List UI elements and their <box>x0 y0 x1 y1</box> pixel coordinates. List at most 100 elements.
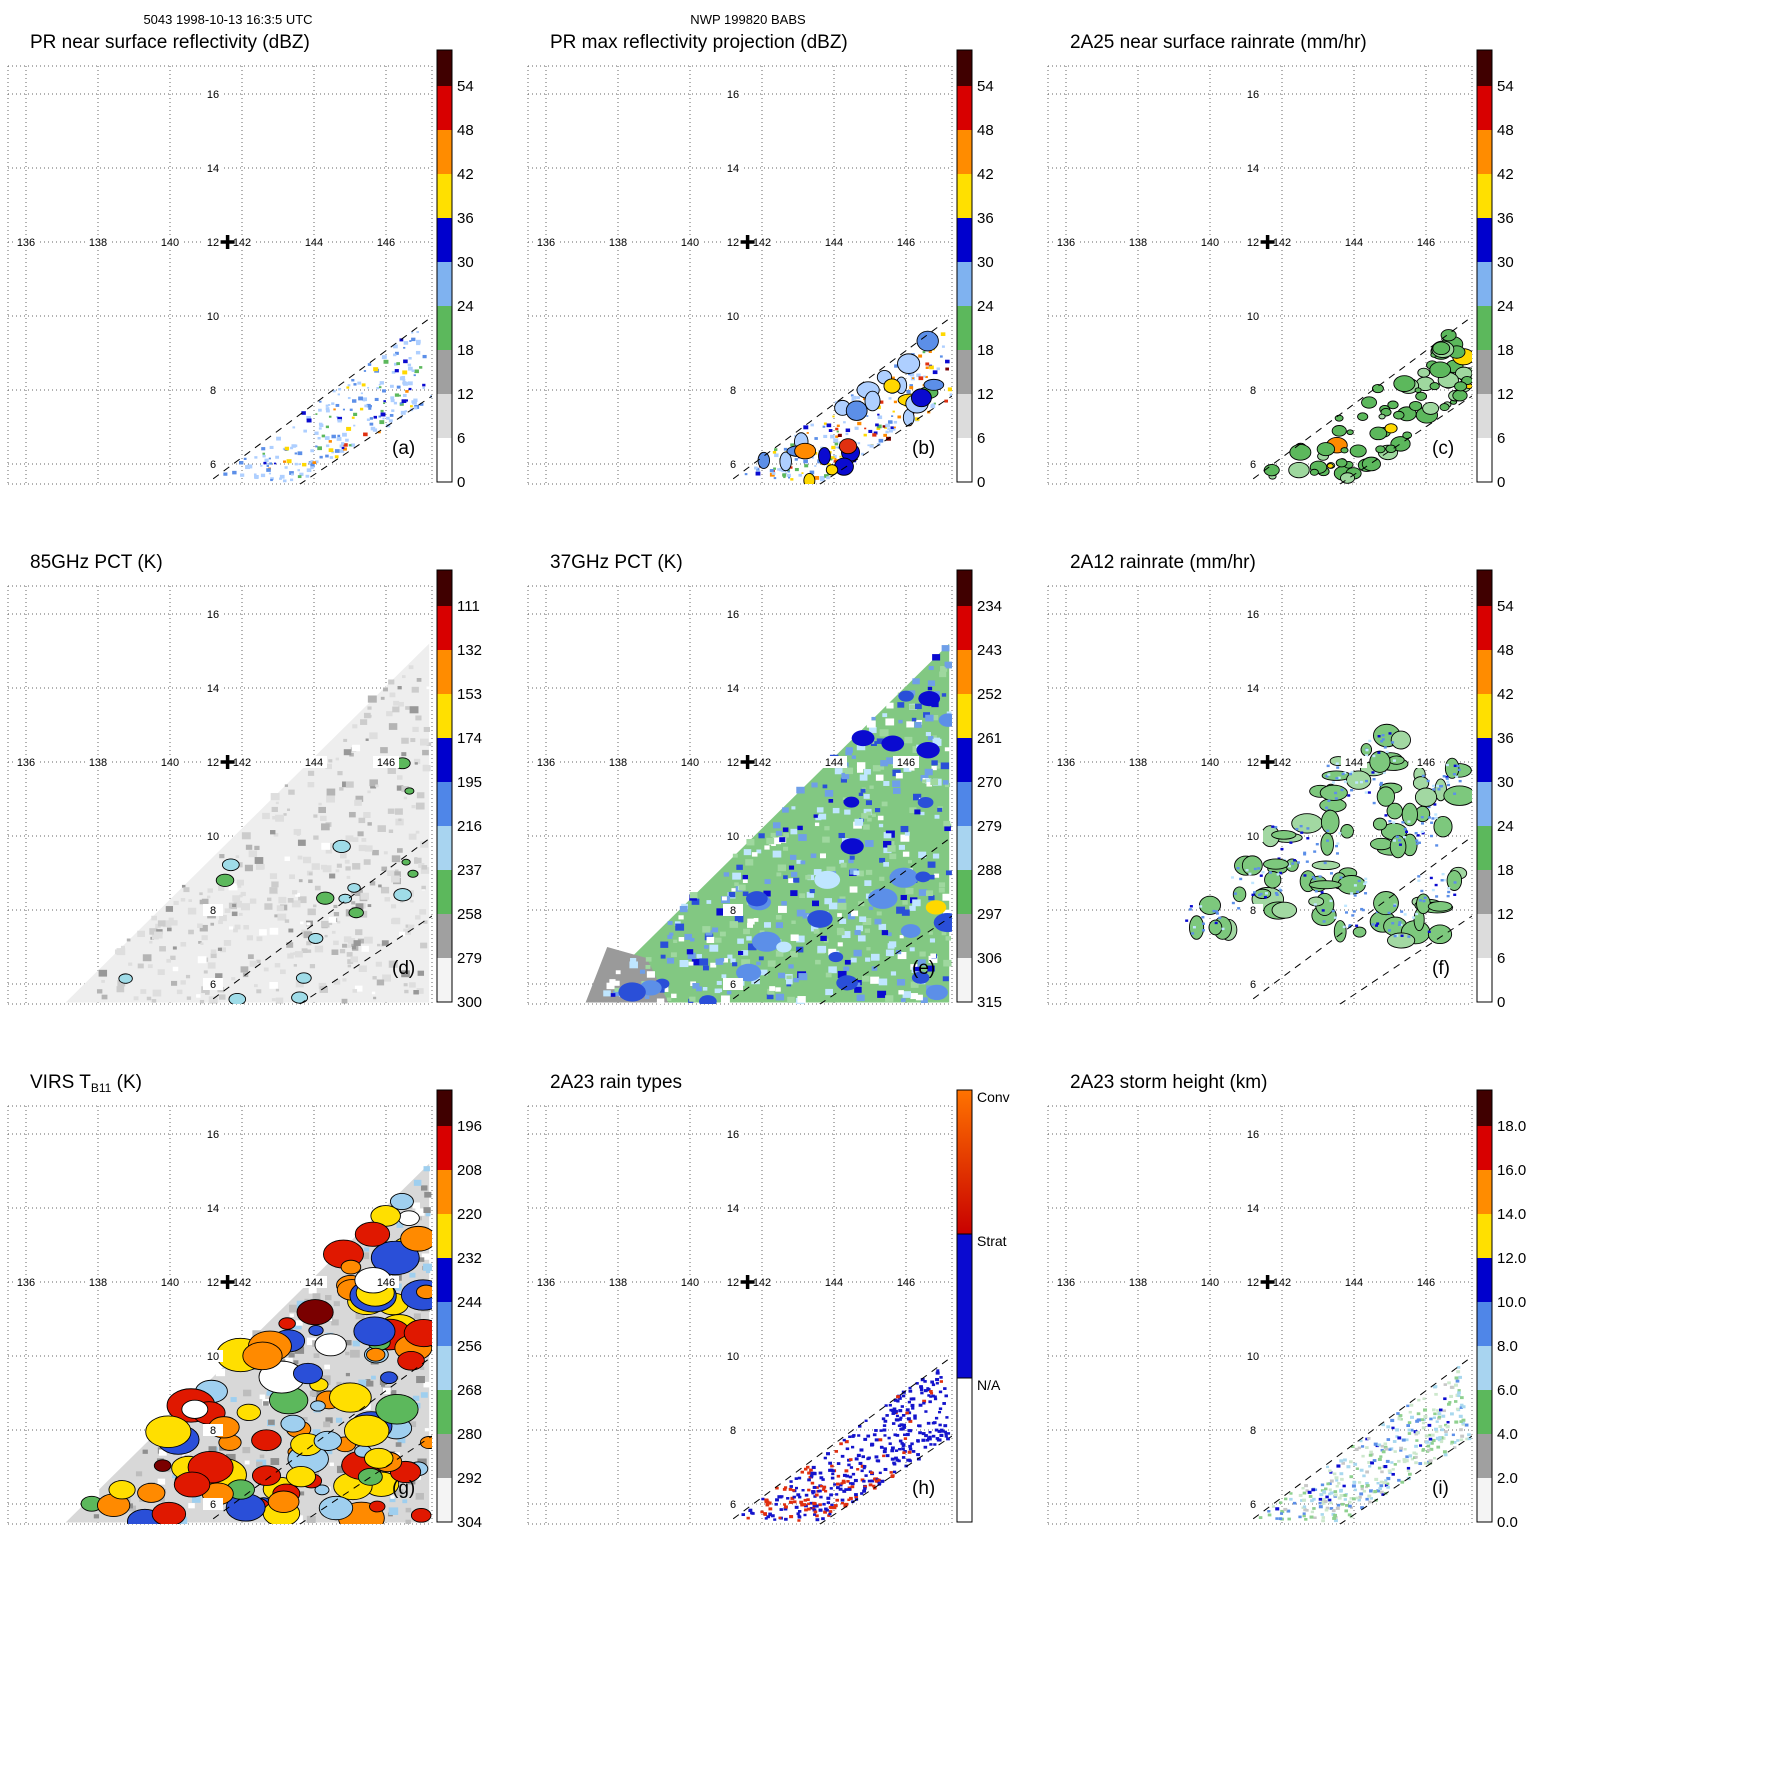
colorbar-tick-label: 132 <box>457 642 482 659</box>
colorbar-tick-label: 6.0 <box>1497 1382 1518 1399</box>
svg-text:138: 138 <box>89 757 107 769</box>
colorbar-tick-label: 304 <box>457 1514 482 1531</box>
crosshair-marker <box>740 1275 755 1289</box>
colorbar-tick-label: 252 <box>977 686 1002 703</box>
panel-title: PR max reflectivity projection (dBZ) <box>550 32 848 53</box>
svg-text:14: 14 <box>727 1203 739 1215</box>
colorbar-tick-label: 297 <box>977 906 1002 923</box>
svg-text:142: 142 <box>753 237 771 249</box>
colorbar-tick-label: 18 <box>457 342 474 359</box>
swath-edge-lines <box>732 315 952 484</box>
svg-text:6: 6 <box>1250 979 1256 991</box>
svg-text:8: 8 <box>730 905 736 917</box>
colorbar: 54 48 42 36 30 24 18 12 6 0 <box>956 49 994 491</box>
colorbar-tick-label: 288 <box>977 862 1002 879</box>
panel-canvas-d: 85GHz PCT (K) 136 138 140 142 144 146 16 14 12 10 8… <box>7 552 482 1011</box>
map-data <box>1263 329 1472 484</box>
panel-letter: (e) <box>912 958 935 979</box>
crosshair-marker <box>740 755 755 769</box>
crosshair-marker <box>220 235 235 249</box>
colorbar-tick-label: 36 <box>1497 210 1514 227</box>
colorbar-tick-label: 18 <box>977 342 994 359</box>
svg-text:136: 136 <box>1057 237 1075 249</box>
colorbar-label: Conv <box>977 1089 1010 1105</box>
map-tick-labels: 136 138 140 142 144 146 16 14 12 10 8 6 <box>13 1128 399 1511</box>
svg-text:10: 10 <box>207 831 219 843</box>
colorbar-tick-label: 6 <box>1497 950 1505 967</box>
panel-h: 2A23 rain types 136 138 140 142 144 146 16 14 12 1… <box>524 1048 1044 1568</box>
colorbar-tick-label: 54 <box>457 78 474 95</box>
svg-text:144: 144 <box>305 1277 323 1289</box>
svg-text:136: 136 <box>1057 757 1075 769</box>
panel-canvas-b: PR max reflectivity projection (dBZ)136 1… <box>527 32 994 491</box>
panel-canvas-c: 2A25 near surface rainrate (mm/hr) 136 138… <box>1047 32 1514 491</box>
colorbar-tick-label: 256 <box>457 1338 482 1355</box>
swath-edge-lines <box>212 835 432 1004</box>
colorbar-tick-label: 36 <box>977 210 994 227</box>
svg-text:12: 12 <box>1247 1277 1259 1289</box>
colorbar-tick-label: 14.0 <box>1497 1206 1526 1223</box>
panel-letter: (h) <box>912 1478 935 1499</box>
svg-text:14: 14 <box>207 163 219 175</box>
svg-text:16: 16 <box>1247 89 1259 101</box>
svg-text:138: 138 <box>1129 237 1147 249</box>
svg-text:138: 138 <box>609 1277 627 1289</box>
panel-e: 37GHz PCT (K) 136 138 140 142 144 146 16 14 12 10 8… <box>524 528 1044 1048</box>
svg-text:146: 146 <box>897 1277 915 1289</box>
map-data <box>741 1369 951 1522</box>
colorbar-tick-label: 54 <box>977 78 994 95</box>
svg-text:142: 142 <box>753 757 771 769</box>
svg-text:144: 144 <box>1345 237 1363 249</box>
svg-text:10: 10 <box>1247 1351 1259 1363</box>
panel-letter: (c) <box>1432 438 1454 459</box>
panel-title: VIRS TB11 (K) <box>30 1072 142 1095</box>
svg-text:144: 144 <box>305 237 323 249</box>
svg-text:10: 10 <box>727 311 739 323</box>
colorbar-tick-label: 30 <box>1497 774 1514 791</box>
colorbar-tick-label: 306 <box>977 950 1002 967</box>
colorbar-tick-label: 243 <box>977 642 1002 659</box>
colorbar-tick-label: 196 <box>457 1118 482 1135</box>
svg-text:136: 136 <box>1057 1277 1075 1289</box>
colorbar-tick-label: 232 <box>457 1250 482 1267</box>
crosshair-marker <box>1260 1275 1275 1289</box>
svg-text:10: 10 <box>207 1351 219 1363</box>
figure-header-left: 5043 1998-10-13 16:3:5 UTC <box>143 12 313 27</box>
colorbar-tick-label: 30 <box>1497 254 1514 271</box>
swath-edge-lines <box>732 835 952 1004</box>
colorbar-tick-label: 261 <box>977 730 1002 747</box>
colorbar-tick-label: 54 <box>1497 78 1514 95</box>
colorbar-tick-label: 153 <box>457 686 482 703</box>
svg-text:140: 140 <box>681 237 699 249</box>
colorbar-tick-label: 24 <box>1497 818 1514 835</box>
svg-text:138: 138 <box>89 1277 107 1289</box>
svg-text:144: 144 <box>1345 757 1363 769</box>
colorbar-tick-label: 234 <box>977 598 1002 615</box>
svg-text:6: 6 <box>730 459 736 471</box>
colorbar-tick-label: 8.0 <box>1497 1338 1518 1355</box>
svg-text:16: 16 <box>727 89 739 101</box>
svg-text:6: 6 <box>210 1499 216 1511</box>
svg-text:14: 14 <box>207 683 219 695</box>
colorbar-tick-label: 195 <box>457 774 482 791</box>
map-tick-labels: 136 138 140 142 144 146 16 14 12 10 8 6 <box>13 88 399 471</box>
map-grid <box>7 65 433 485</box>
svg-text:8: 8 <box>1250 1425 1256 1437</box>
colorbar-tick-label: 0 <box>977 474 985 491</box>
panel-i: 2A23 storm height (km) 136 138 140 142 144 146… <box>1044 1048 1564 1568</box>
colorbar: 54 48 42 36 30 24 18 12 6 0 <box>1476 569 1514 1011</box>
colorbar-tick-label: 36 <box>457 210 474 227</box>
colorbar-tick-label: 300 <box>457 994 482 1011</box>
colorbar-tick-label: 279 <box>977 818 1002 835</box>
panel-g: VIRS TB11 (K) 136 138 140 142 144 146 16 14 12 10 8… <box>4 1048 524 1568</box>
svg-text:12: 12 <box>727 757 739 769</box>
panel-title: 2A12 rainrate (mm/hr) <box>1070 552 1256 573</box>
colorbar: 54 48 42 36 30 24 18 12 6 0 <box>1476 49 1514 491</box>
map-data <box>65 1163 432 1524</box>
svg-text:140: 140 <box>1201 1277 1219 1289</box>
svg-text:14: 14 <box>1247 683 1259 695</box>
colorbar-tick-label: 12 <box>1497 386 1514 403</box>
panel-canvas-a: PR near surface reflectivity (dBZ) 136 138… <box>7 32 474 491</box>
svg-text:142: 142 <box>753 1277 771 1289</box>
svg-text:12: 12 <box>1247 757 1259 769</box>
